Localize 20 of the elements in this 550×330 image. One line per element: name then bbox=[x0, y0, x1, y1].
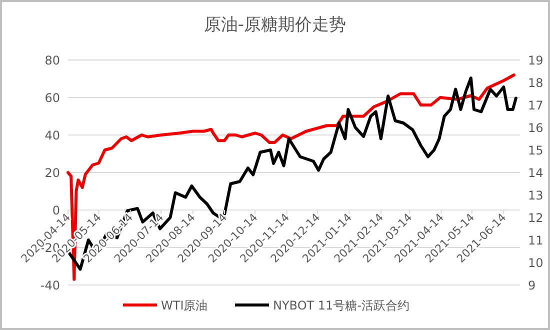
y2-tick-label: 12 bbox=[528, 211, 544, 225]
y2-tick-label: 17 bbox=[528, 98, 544, 112]
legend-label: NYBOT 11号糖-活跃合约 bbox=[273, 298, 410, 312]
y2-tick-label: 18 bbox=[528, 76, 544, 90]
y2-tick-label: 14 bbox=[528, 166, 544, 180]
chart-title: 原油-原糖期价走势 bbox=[204, 15, 346, 35]
y-tick-label: 60 bbox=[44, 91, 60, 105]
y2-tick-label: 10 bbox=[528, 256, 544, 270]
y2-tick-label: 19 bbox=[528, 54, 544, 68]
legend-label: WTI原油 bbox=[161, 298, 208, 312]
y2-tick-label: 13 bbox=[528, 188, 544, 202]
y2-tick-label: 9 bbox=[528, 278, 536, 292]
y-tick-label: 80 bbox=[44, 54, 60, 68]
y2-tick-label: 16 bbox=[528, 121, 544, 135]
y-tick-label: 20 bbox=[44, 166, 60, 180]
y2-tick-label: 11 bbox=[528, 234, 544, 248]
y-tick-label: 40 bbox=[44, 128, 60, 142]
y-tick-label: 0 bbox=[52, 204, 60, 218]
y-tick-label: -40 bbox=[40, 278, 60, 292]
y2-tick-label: 15 bbox=[528, 144, 544, 158]
